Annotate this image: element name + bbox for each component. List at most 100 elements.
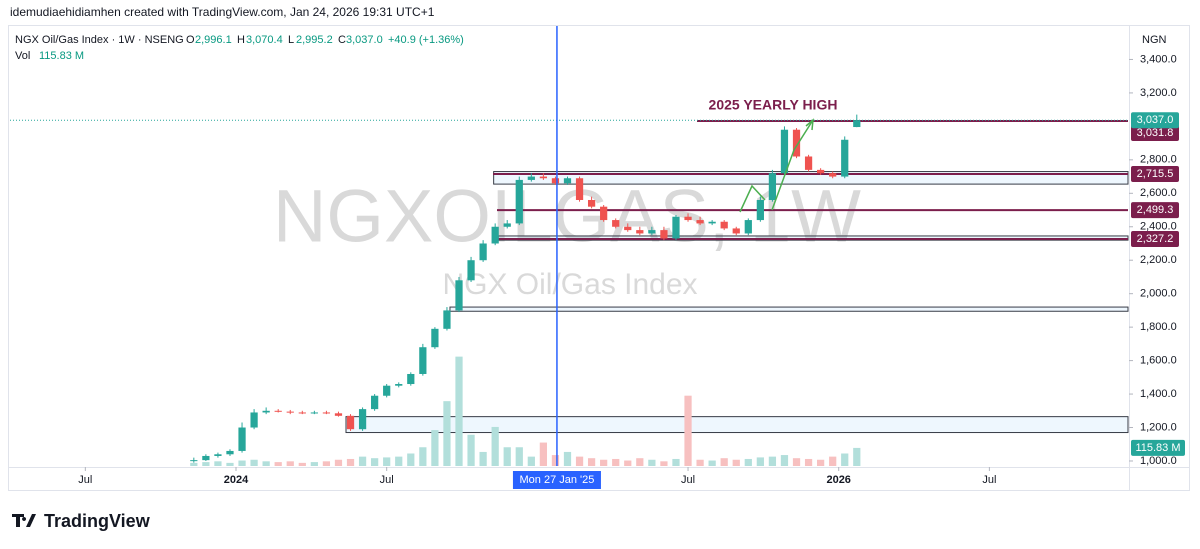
candle-body	[696, 220, 704, 224]
candle-body	[732, 228, 740, 234]
volume-bar	[744, 458, 752, 466]
volume-bar	[624, 460, 632, 466]
candle-body	[310, 412, 318, 414]
candle-body	[371, 395, 379, 410]
volume-bar	[792, 458, 801, 466]
y-tick-label: 1,400.0	[1140, 388, 1177, 400]
level-label-bg	[1131, 125, 1179, 142]
y-tick-label: 2,000.0	[1140, 288, 1177, 300]
credit: idemudiaehidiamhen created with TradingV…	[10, 5, 435, 19]
volume-bar	[684, 395, 692, 466]
volume-bar	[636, 458, 644, 466]
volume-bar	[732, 459, 740, 466]
volume-bar	[575, 456, 584, 466]
annotation: 2025 YEARLY HIGH	[709, 97, 838, 113]
volume-bar	[238, 460, 246, 466]
volume-bar	[768, 456, 777, 466]
candle-body	[202, 455, 210, 461]
candle-body	[853, 120, 861, 128]
brand: TradingView	[44, 511, 151, 531]
volume-label: 115.83 M	[1135, 442, 1180, 454]
candle-body	[334, 413, 343, 416]
volume-bar	[708, 460, 716, 466]
volume-bar	[539, 442, 548, 466]
y-tick-label: 2,200.0	[1140, 254, 1177, 266]
zone	[345, 416, 1129, 434]
x-tick-label: Jul	[982, 474, 996, 486]
volume-bar	[286, 461, 294, 466]
candle-body	[636, 230, 644, 234]
candle-body	[479, 243, 487, 261]
candle-body	[226, 450, 234, 455]
y-tick-label: 1,000.0	[1140, 455, 1177, 467]
volume-bar	[841, 453, 849, 466]
candle-body	[744, 220, 752, 234]
candle-body	[720, 221, 728, 229]
volume-bar	[756, 457, 764, 466]
volume-bar	[612, 458, 620, 466]
y-tick-label: 2,400.0	[1140, 221, 1177, 233]
volume-bar	[274, 462, 282, 466]
volume-bar	[334, 459, 343, 466]
close-value: 3,037.0	[346, 34, 383, 46]
candle-body	[358, 409, 367, 430]
currency: NGN	[1142, 34, 1167, 46]
candle-body	[455, 280, 463, 311]
candle-body	[804, 156, 813, 170]
volume-bar	[383, 457, 391, 466]
l-label: L	[288, 34, 294, 46]
candle-body	[780, 129, 789, 174]
volume-bar	[515, 447, 523, 466]
last-price-bg	[1131, 112, 1179, 129]
candle-body	[817, 169, 825, 174]
volume-bar	[817, 459, 825, 466]
candle-body	[539, 176, 548, 179]
candle-body	[792, 129, 801, 157]
volume-bar	[527, 456, 535, 466]
change: +40.9 (+1.36%)	[388, 34, 464, 46]
volume-bar	[190, 462, 198, 466]
candle-body	[575, 178, 584, 200]
legend: NGX Oil/Gas Index · 1W · NSENG O 2,996.1…	[15, 34, 464, 62]
x-tick-label: Jul	[78, 474, 92, 486]
drawing-arrows	[739, 118, 814, 213]
candle-body	[672, 216, 680, 239]
y-tick-label: 2,600.0	[1140, 187, 1177, 199]
level-label: 2,327.2	[1137, 233, 1174, 245]
open-value: 2,996.1	[195, 34, 232, 46]
candle-body	[346, 415, 355, 430]
y-tick-label: 1,200.0	[1140, 421, 1177, 433]
last-price-label: 3,037.0	[1137, 114, 1174, 126]
y-tick-label: 1,800.0	[1140, 321, 1177, 333]
candle-body	[551, 178, 560, 184]
volume-bar	[431, 430, 439, 466]
y-tick-label: 1,600.0	[1140, 355, 1177, 367]
candle-body	[467, 260, 475, 281]
x-tick-label: 2024	[224, 474, 249, 486]
volume-bar	[503, 447, 511, 466]
candle-body	[660, 230, 668, 239]
volume-bar	[660, 461, 668, 466]
low-value: 2,995.2	[296, 34, 333, 46]
candle-body	[527, 176, 535, 180]
candle-body	[756, 199, 764, 221]
volume-bar	[322, 461, 331, 466]
volume-bar	[696, 459, 704, 466]
candle-body	[503, 223, 511, 227]
o-label: O	[186, 34, 195, 46]
candle-body	[322, 412, 331, 414]
candle-body	[515, 179, 523, 224]
candle-body	[563, 178, 572, 184]
volume-bar	[358, 456, 367, 466]
level-label: 3,031.8	[1137, 127, 1174, 139]
vol-label: Vol	[15, 50, 30, 62]
candle-body	[648, 230, 656, 234]
volume-bar	[346, 458, 355, 466]
arrow	[771, 119, 814, 211]
candle-body	[443, 310, 451, 329]
volume-bar	[371, 458, 379, 466]
level-label-bg	[1131, 230, 1179, 247]
candle-body	[298, 412, 306, 414]
